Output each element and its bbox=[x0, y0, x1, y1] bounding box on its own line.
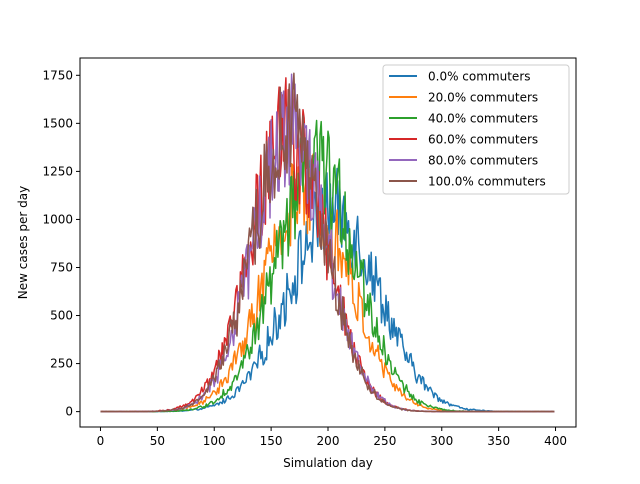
y-tick-label: 1500 bbox=[42, 116, 73, 130]
x-tick-label: 100 bbox=[203, 434, 226, 448]
legend-label: 40.0% commuters bbox=[428, 112, 538, 126]
y-tick-label: 250 bbox=[50, 357, 73, 371]
legend-label: 80.0% commuters bbox=[428, 154, 538, 168]
x-tick-label: 200 bbox=[317, 434, 340, 448]
y-axis: 0 250 500 750 1000 1250 1500 1750 bbox=[42, 68, 80, 419]
x-tick-label: 150 bbox=[260, 434, 283, 448]
x-tick-label: 350 bbox=[487, 434, 510, 448]
legend-box bbox=[382, 64, 570, 195]
legend-label: 0.0% commuters bbox=[428, 70, 531, 84]
legend-label: 20.0% commuters bbox=[428, 91, 538, 105]
legend-label: 60.0% commuters bbox=[428, 133, 538, 147]
y-tick-label: 0 bbox=[65, 405, 73, 419]
legend: 0.0% commuters 20.0% commuters 40.0% commu… bbox=[382, 64, 570, 195]
series-line bbox=[100, 72, 555, 413]
legend-label: 100.0% commuters bbox=[428, 175, 546, 189]
x-axis: 0 50 100 150 200 250 300 350 400 bbox=[97, 427, 567, 448]
y-tick-label: 1000 bbox=[42, 212, 73, 226]
y-tick-label: 750 bbox=[50, 260, 73, 274]
series-layer bbox=[100, 72, 555, 413]
y-tick-label: 500 bbox=[50, 309, 73, 323]
y-tick-label: 1750 bbox=[42, 68, 73, 82]
series-line bbox=[100, 167, 555, 413]
y-tick-label: 1250 bbox=[42, 164, 73, 178]
x-tick-label: 250 bbox=[373, 434, 396, 448]
x-tick-label: 400 bbox=[544, 434, 567, 448]
x-tick-label: 0 bbox=[97, 434, 105, 448]
x-tick-label: 300 bbox=[430, 434, 453, 448]
x-axis-label: Simulation day bbox=[283, 456, 373, 470]
x-tick-label: 50 bbox=[150, 434, 165, 448]
y-axis-label: New cases per day bbox=[16, 186, 30, 299]
